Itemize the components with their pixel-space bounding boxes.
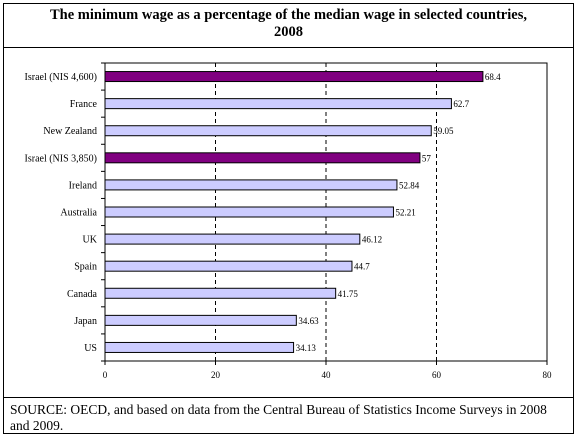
value-label: 46.12 — [362, 235, 382, 245]
bar — [104, 260, 353, 272]
bar — [104, 125, 432, 137]
bar — [104, 314, 297, 326]
category-label: France — [70, 99, 98, 110]
bar — [104, 152, 421, 164]
category-label: Australia — [60, 208, 97, 219]
value-label: 34.13 — [296, 343, 317, 353]
value-label: 59.05 — [433, 126, 454, 136]
category-label: Israel (NIS 4,600) — [25, 72, 97, 83]
category-label: Canada — [67, 289, 98, 300]
value-label: 44.7 — [354, 262, 370, 272]
chart-title-line-2: 2008 — [274, 24, 303, 40]
category-label: Spain — [74, 262, 97, 273]
bar — [104, 98, 452, 110]
x-tick-label: 60 — [432, 370, 442, 380]
chart-title: The minimum wage as a percentage of the … — [4, 4, 573, 48]
category-label: Ireland — [69, 180, 97, 191]
x-tick-label: 20 — [211, 370, 221, 380]
bar — [104, 206, 394, 218]
category-label: Japan — [74, 316, 97, 327]
bar — [104, 287, 337, 299]
value-label: 68.4 — [485, 72, 501, 82]
value-label: 41.75 — [338, 289, 359, 299]
source-note: SOURCE: OECD, and based on data from the… — [4, 397, 573, 435]
x-tick-label: 0 — [103, 370, 108, 380]
category-label: Israel (NIS 3,850) — [25, 153, 97, 164]
value-label: 62.7 — [453, 99, 469, 109]
category-label: UK — [83, 235, 98, 246]
bar — [104, 233, 361, 245]
chart-title-line-1: The minimum wage as a percentage of the … — [50, 7, 527, 23]
x-tick-label: 40 — [322, 370, 332, 380]
bar — [104, 341, 295, 353]
value-label: 57 — [422, 153, 432, 163]
bar — [104, 179, 398, 191]
category-label: New Zealand — [43, 126, 97, 137]
x-tick-label: 80 — [543, 370, 553, 380]
value-label: 52.84 — [399, 180, 420, 190]
category-label: US — [84, 343, 97, 354]
value-label: 52.21 — [395, 208, 415, 218]
bar — [104, 71, 484, 83]
value-label: 34.63 — [298, 316, 319, 326]
